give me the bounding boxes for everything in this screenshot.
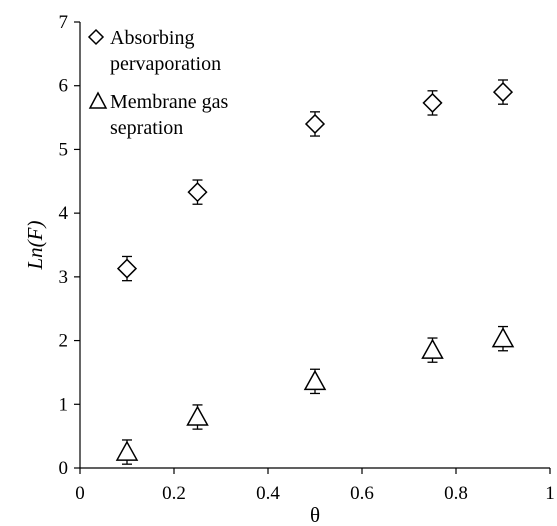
y-tick-label: 3 xyxy=(59,267,69,288)
y-tick-label: 0 xyxy=(59,458,69,479)
x-tick-label: 0.4 xyxy=(256,483,280,504)
data-point-diamond xyxy=(187,182,208,203)
data-point-diamond xyxy=(492,82,514,103)
y-axis-label-group: Ln(F) xyxy=(23,221,47,271)
data-point-triangle xyxy=(186,405,209,426)
legend-label: sepration xyxy=(110,117,183,139)
series-membrane-gas-sepration xyxy=(115,325,515,465)
axes xyxy=(79,22,550,469)
x-tick-label: 1 xyxy=(545,483,555,504)
y-tick-label: 5 xyxy=(59,139,69,160)
ticks: 0 1 2 3 4 5 6 7 0 0.2 0.4 0.6 0.8 1 xyxy=(59,12,555,504)
legend: Absorbing pervaporation Membrane gas seprat… xyxy=(87,27,229,139)
y-tick-label: 6 xyxy=(59,76,69,97)
legend-marker-triangle xyxy=(88,91,108,109)
y-axis-label: Ln(F) xyxy=(23,221,47,271)
x-axis-label: θ xyxy=(310,503,320,526)
legend-label: Membrane gas xyxy=(110,91,229,113)
data-point-triangle xyxy=(421,338,444,359)
x-tick-label: 0 xyxy=(75,483,85,504)
data-point-diamond xyxy=(116,258,138,279)
data-point-diamond xyxy=(304,113,326,135)
legend-label: pervaporation xyxy=(110,53,221,75)
series xyxy=(115,79,515,465)
y-tick-label: 7 xyxy=(59,12,69,33)
data-point-triangle xyxy=(115,440,139,461)
x-tick-label: 0.6 xyxy=(350,483,374,504)
y-tick-label: 1 xyxy=(59,394,69,415)
y-tick-label: 2 xyxy=(59,331,69,352)
y-tick-label: 4 xyxy=(59,203,69,224)
series-absorbing-pervaporation xyxy=(116,79,514,282)
data-point-triangle xyxy=(491,327,515,348)
legend-marker-diamond xyxy=(87,28,105,46)
legend-label: Absorbing xyxy=(110,27,194,49)
data-point-triangle xyxy=(303,369,327,391)
x-tick-label: 0.8 xyxy=(444,483,468,504)
x-tick-label: 0.2 xyxy=(162,483,186,504)
data-point-diamond xyxy=(422,92,443,113)
